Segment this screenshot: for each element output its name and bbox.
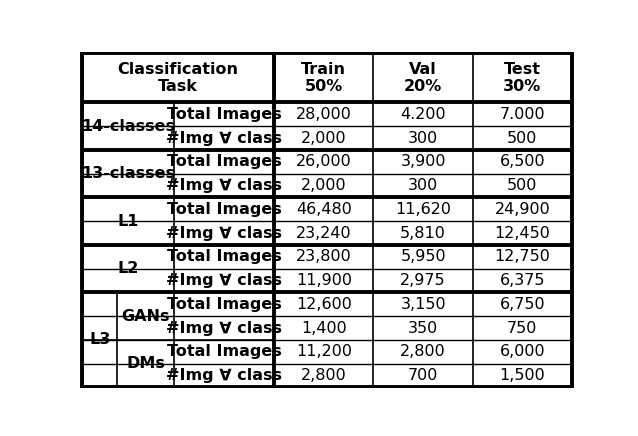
Text: 23,800: 23,800	[296, 249, 352, 264]
Text: Total Images: Total Images	[167, 202, 281, 217]
Text: 3,900: 3,900	[401, 154, 446, 169]
Text: 700: 700	[408, 368, 438, 383]
Text: 350: 350	[408, 320, 438, 336]
Text: #Img ∀ class: #Img ∀ class	[166, 225, 282, 241]
Text: 12,600: 12,600	[296, 297, 352, 312]
Text: Test
30%: Test 30%	[503, 61, 542, 94]
Text: 4.200: 4.200	[401, 107, 446, 122]
Text: 6,750: 6,750	[500, 297, 545, 312]
Text: 11,620: 11,620	[395, 202, 451, 217]
Text: 24,900: 24,900	[494, 202, 550, 217]
Text: 7.000: 7.000	[500, 107, 545, 122]
Text: #Img ∀ class: #Img ∀ class	[166, 368, 282, 383]
Text: #Img ∀ class: #Img ∀ class	[166, 131, 282, 146]
Text: 13-classes: 13-classes	[81, 166, 175, 181]
Text: Total Images: Total Images	[167, 154, 281, 169]
Text: 1,500: 1,500	[500, 368, 545, 383]
Text: Total Images: Total Images	[167, 344, 281, 359]
Text: 6,500: 6,500	[500, 154, 545, 169]
Text: 11,900: 11,900	[296, 273, 352, 288]
Text: 12,750: 12,750	[494, 249, 550, 264]
Text: 11,200: 11,200	[296, 344, 352, 359]
Text: #Img ∀ class: #Img ∀ class	[166, 320, 282, 336]
Text: 3,150: 3,150	[401, 297, 446, 312]
Text: #Img ∀ class: #Img ∀ class	[166, 273, 282, 288]
Text: 5,950: 5,950	[401, 249, 446, 264]
Text: 12,450: 12,450	[494, 225, 550, 241]
Text: 28,000: 28,000	[296, 107, 352, 122]
Text: 2,800: 2,800	[400, 344, 446, 359]
Text: 750: 750	[507, 320, 537, 336]
Text: 23,240: 23,240	[296, 225, 352, 241]
Text: Classification
Task: Classification Task	[117, 61, 239, 94]
Text: GANs: GANs	[121, 309, 170, 324]
Text: 2,000: 2,000	[301, 178, 346, 193]
Text: #Img ∀ class: #Img ∀ class	[166, 178, 282, 193]
Text: Total Images: Total Images	[167, 107, 281, 122]
Text: 300: 300	[408, 131, 438, 146]
Text: L1: L1	[117, 214, 138, 229]
Text: 2,975: 2,975	[401, 273, 446, 288]
Text: L3: L3	[89, 332, 110, 347]
Text: Val
20%: Val 20%	[404, 61, 442, 94]
Text: 500: 500	[507, 178, 537, 193]
Text: 14-classes: 14-classes	[81, 119, 175, 134]
Text: 1,400: 1,400	[301, 320, 346, 336]
Text: L2: L2	[117, 261, 138, 276]
Text: Total Images: Total Images	[167, 249, 281, 264]
Text: 2,800: 2,800	[301, 368, 346, 383]
Text: 500: 500	[507, 131, 537, 146]
Text: 26,000: 26,000	[296, 154, 352, 169]
Text: 5,810: 5,810	[400, 225, 446, 241]
Text: 300: 300	[408, 178, 438, 193]
Text: 46,480: 46,480	[296, 202, 352, 217]
Text: 6,000: 6,000	[500, 344, 545, 359]
Text: 6,375: 6,375	[500, 273, 545, 288]
Text: Total Images: Total Images	[167, 297, 281, 312]
Text: 2,000: 2,000	[301, 131, 346, 146]
Text: Train
50%: Train 50%	[301, 61, 346, 94]
Text: DMs: DMs	[126, 356, 165, 371]
